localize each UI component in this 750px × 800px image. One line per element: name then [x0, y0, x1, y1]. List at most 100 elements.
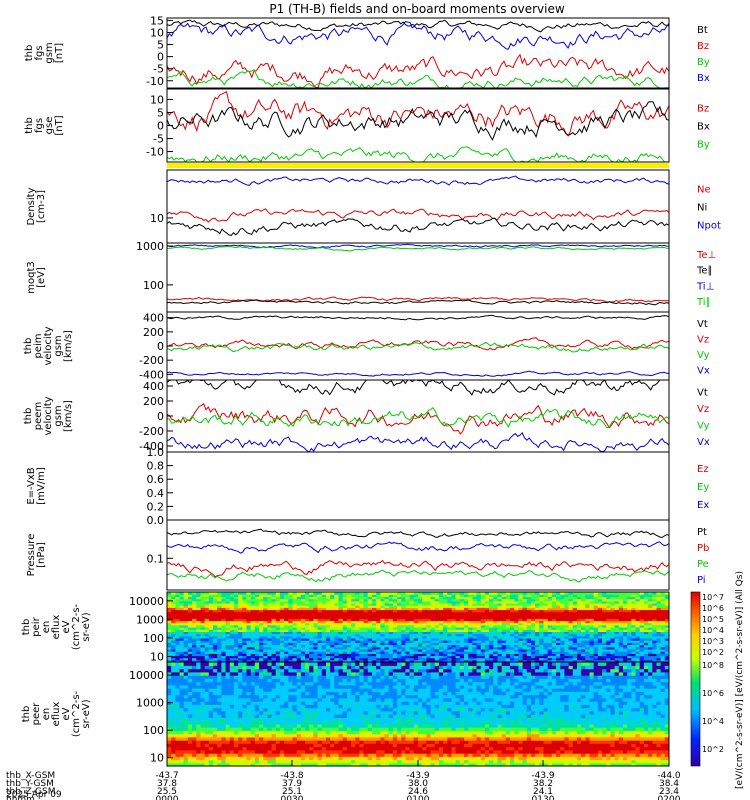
spectrogram-cell [401, 596, 407, 600]
spectrogram-cell [351, 618, 356, 622]
spectrogram-cell [384, 629, 390, 632]
spectrogram-cell [409, 605, 415, 608]
spectrogram-cell [652, 648, 658, 652]
spectrogram-cell [334, 596, 340, 600]
spectrogram-cell [238, 659, 243, 662]
spectrogram-cell [242, 598, 248, 602]
spectrogram-cell [254, 642, 260, 646]
spectrogram-cell [196, 749, 202, 754]
spectrogram-cell [447, 598, 453, 602]
spectrogram-cell [259, 592, 264, 595]
spectrogram-cell [187, 704, 193, 709]
spectrogram-cell [330, 609, 335, 613]
spectrogram-cell [179, 622, 185, 626]
spectrogram-cell [514, 607, 519, 611]
spectrogram-cell [568, 624, 574, 628]
spectrogram-cell [175, 637, 181, 641]
spectrogram-cell [610, 653, 616, 657]
spectrogram-cell [568, 613, 574, 617]
spectrogram-cell [238, 681, 243, 686]
spectrogram-cell [204, 675, 210, 679]
spectrogram-cell [489, 622, 494, 626]
spectrogram-cell [263, 756, 268, 761]
spectrogram-cell [597, 642, 603, 646]
spectrogram-cell [208, 618, 214, 622]
spectrogram-cell [217, 651, 222, 654]
spectrogram-cell [208, 631, 214, 635]
spectrogram-cell [392, 616, 398, 619]
spectrogram-cell [288, 648, 294, 652]
spectrogram-cell [426, 609, 432, 613]
spectrogram-cell [585, 602, 591, 606]
spectrogram-cell [430, 640, 436, 643]
spectrogram-cell [664, 605, 669, 608]
spectrogram-cell [246, 616, 252, 619]
spectrogram-cell [430, 637, 436, 641]
spectrogram-cell [221, 736, 227, 741]
legend-Bx: Bx [697, 73, 710, 84]
spectrogram-cell [217, 629, 222, 632]
spectrogram-cell [597, 633, 603, 637]
spectrogram-cell [455, 620, 461, 624]
spectrogram-cell [652, 618, 658, 622]
spectrogram-cell [505, 620, 511, 624]
spectrogram-cell [254, 611, 260, 615]
spectrogram-cell [418, 620, 423, 624]
spectrogram-cell [397, 629, 402, 632]
spectrogram-cell [254, 678, 260, 683]
spectrogram-cell [167, 756, 172, 761]
spectrogram-cell [225, 697, 231, 702]
spectrogram-cell [279, 701, 285, 705]
spectrogram-cell [179, 668, 185, 673]
spectrogram-cell [275, 665, 281, 670]
spectrogram-cell [551, 600, 557, 604]
panel-plot-peer-spec [167, 662, 669, 766]
spectrogram-cell [610, 655, 616, 659]
spectrogram-cell [225, 631, 231, 635]
spectrogram-cell [204, 607, 210, 611]
spectrogram-cell [330, 651, 335, 654]
spectrogram-cell [271, 688, 277, 692]
spectrogram-cell [326, 629, 331, 632]
spectrogram-cell [271, 710, 277, 715]
spectrogram-cell [326, 624, 331, 628]
spectrogram-cell [196, 622, 202, 626]
spectrogram-cell [171, 736, 176, 741]
spectrogram-cell [259, 657, 264, 661]
spectrogram-cell [426, 646, 432, 650]
spectrogram-cell [334, 635, 340, 639]
spectrogram-cell [635, 624, 641, 628]
spectrogram-cell [355, 624, 361, 628]
spectrogram-cell [330, 600, 335, 604]
spectrogram-cell [183, 655, 189, 659]
series-Bx [167, 101, 669, 141]
spectrogram-cell [543, 655, 549, 659]
spectrogram-cell [225, 671, 231, 676]
spectrogram-cell [397, 611, 402, 615]
spectrogram-cell [175, 701, 181, 705]
spectrogram-cell [271, 631, 277, 635]
spectrogram-cell [510, 605, 515, 608]
spectrogram-cell [175, 609, 181, 613]
spectrogram-cell [455, 596, 461, 600]
spectrogram-cell [422, 631, 427, 635]
spectrogram-cell [639, 659, 645, 662]
spectrogram-cell [518, 644, 524, 648]
spectrogram-cell [267, 723, 273, 728]
spectrogram-cell [367, 598, 373, 602]
spectrogram-cell [284, 609, 289, 613]
spectrogram-cell [313, 631, 319, 635]
spectrogram-cell [568, 607, 574, 611]
spectrogram-cell [656, 631, 662, 635]
spectrogram-cell [263, 733, 268, 738]
spectrogram-cell [263, 624, 268, 628]
spectrogram-cell [213, 717, 218, 722]
spectrogram-cell [217, 627, 222, 630]
spectrogram-cell [305, 600, 310, 604]
spectrogram-cell [238, 694, 243, 699]
spectrogram-cell [338, 637, 344, 641]
spectrogram-cell [246, 596, 252, 600]
spectrogram-cell [238, 602, 243, 606]
spectrogram-cell [275, 640, 281, 643]
spectrogram-cell [505, 594, 511, 597]
